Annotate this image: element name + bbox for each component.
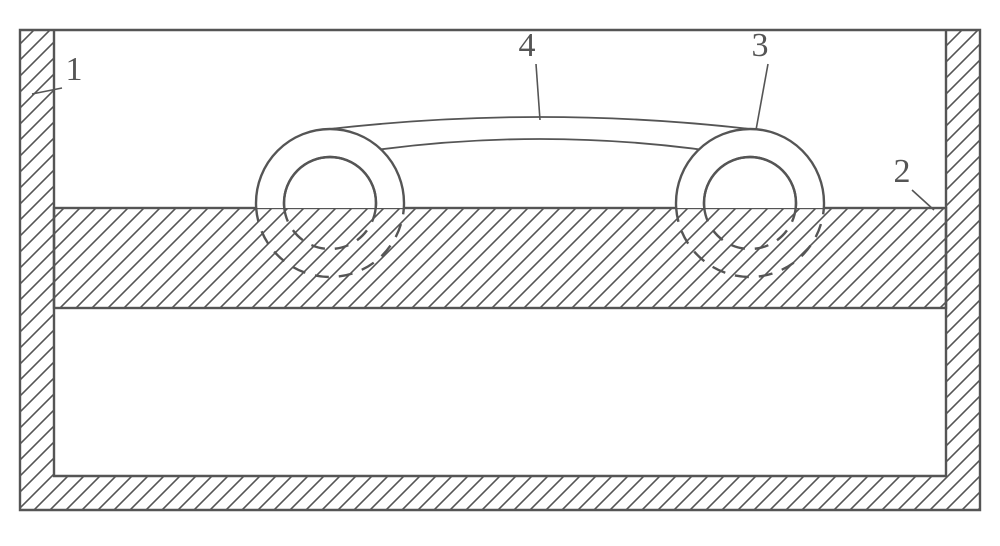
- slab: [54, 208, 946, 308]
- technical-diagram: 1 2 3 4: [0, 0, 1000, 546]
- connecting-band: [330, 117, 750, 157]
- label-3: 3: [752, 27, 769, 64]
- label-4: 4: [519, 27, 536, 64]
- label-1: 1: [66, 51, 83, 88]
- label-2: 2: [894, 153, 911, 190]
